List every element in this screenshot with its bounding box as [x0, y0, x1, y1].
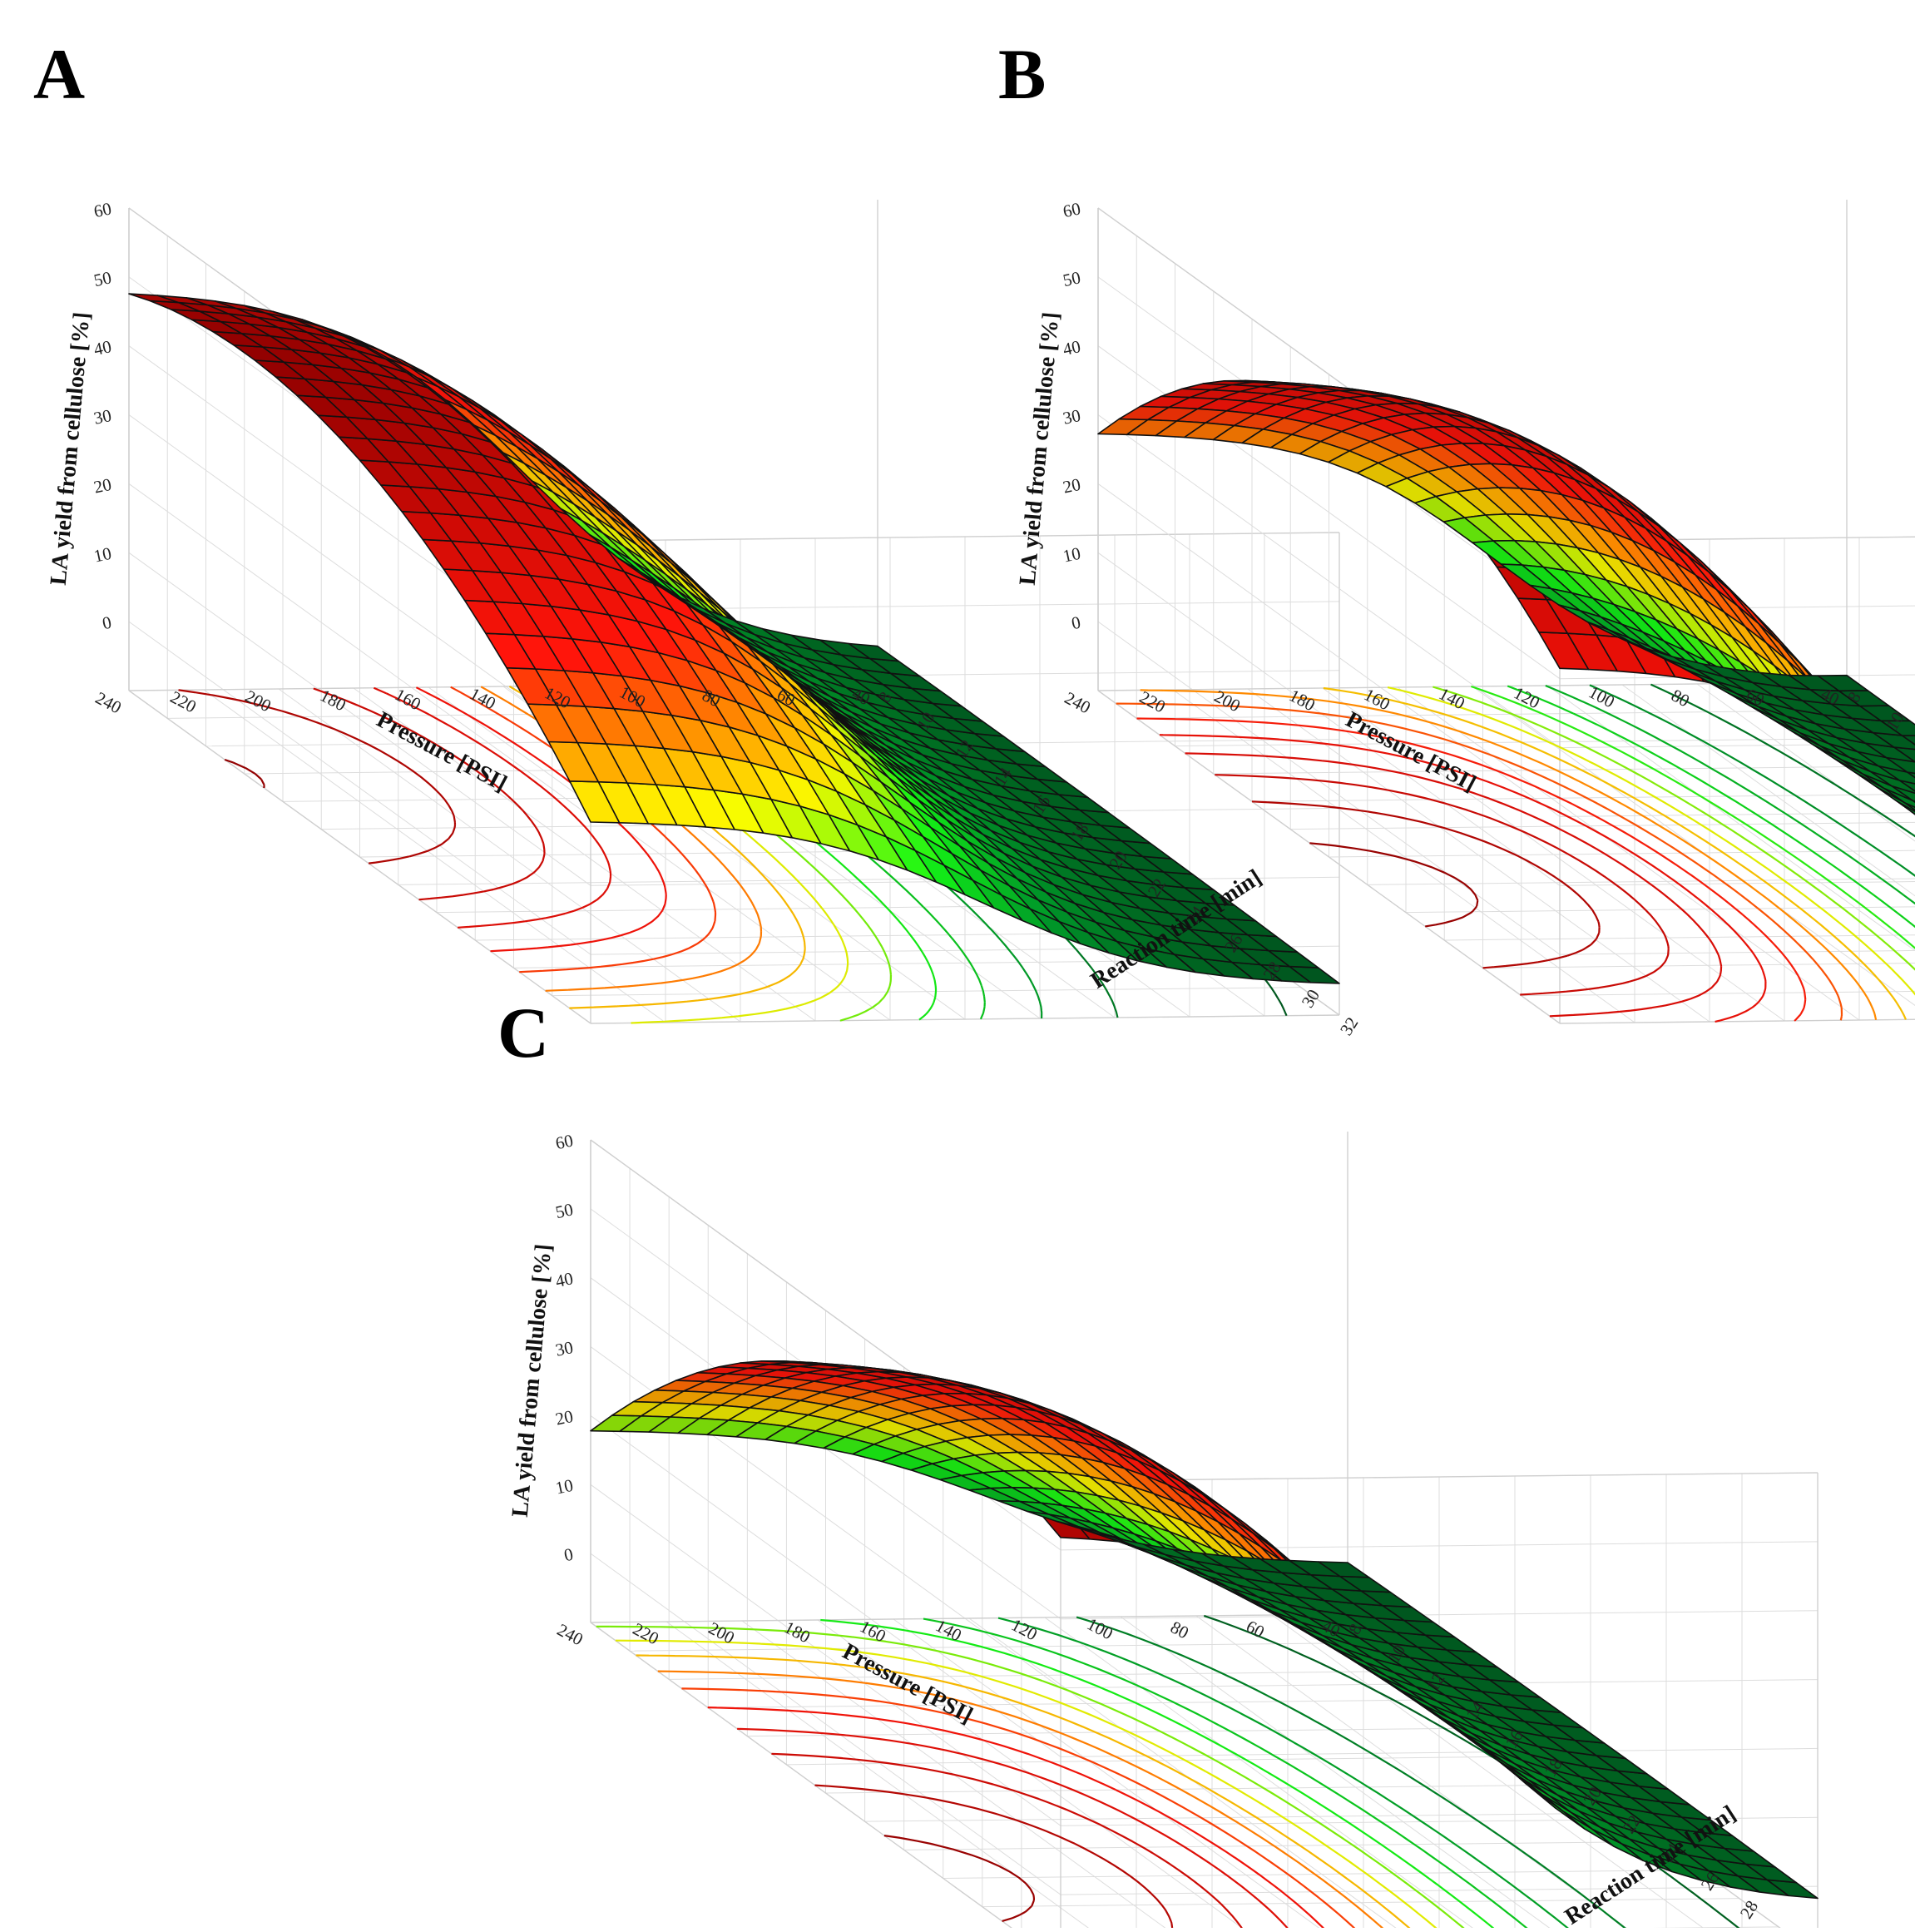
- y-axis-title: Pressure [PSI]: [373, 706, 512, 796]
- y-tick-label: 160: [1361, 684, 1393, 714]
- z-tick-label: 10: [92, 543, 114, 567]
- grid-line: [1560, 946, 1915, 954]
- y-tick-label: 220: [630, 1618, 662, 1648]
- z-tick-label: 0: [101, 612, 113, 634]
- y-tick-label: 240: [554, 1619, 586, 1649]
- z-tick-label: 10: [554, 1475, 576, 1499]
- z-tick-label: 50: [554, 1199, 576, 1222]
- grid-line: [1560, 877, 1915, 885]
- z-tick-label: 60: [1061, 198, 1083, 221]
- panel-A: 0102030405060406080100120140160180200220…: [33, 34, 1362, 1039]
- contour-line: [636, 1656, 1443, 1929]
- z-axis-title: LA yield from cellulose [%]: [507, 1243, 557, 1518]
- z-tick-label: 40: [92, 336, 114, 359]
- z-tick-label: 30: [1061, 405, 1083, 429]
- x-tick-label: 32: [1336, 1013, 1362, 1039]
- z-tick-label: 20: [92, 474, 114, 498]
- y-axis-title: Pressure [PSI]: [1342, 706, 1481, 796]
- y-tick-label: 80: [1668, 685, 1693, 711]
- z-tick-label: 60: [92, 198, 114, 221]
- z-axis-title: LA yield from cellulose [%]: [46, 311, 96, 587]
- z-tick-label: 20: [1061, 474, 1083, 498]
- z-tick-label: 40: [1061, 336, 1083, 359]
- panel-label-C: C: [497, 993, 549, 1073]
- grid-line: [1329, 849, 1915, 857]
- y-tick-label: 80: [1167, 1617, 1192, 1642]
- surface-cell: [1910, 810, 1915, 847]
- panel-label-B: B: [998, 34, 1046, 114]
- y-tick-label: 120: [1511, 682, 1543, 712]
- z-tick-label: 30: [92, 405, 114, 429]
- z-tick-label: 50: [92, 267, 114, 290]
- x-tick-label: 30: [1298, 986, 1324, 1012]
- z-tick-label: 60: [554, 1130, 576, 1153]
- grid-line: [1560, 1015, 1915, 1023]
- z-tick-label: 0: [1070, 612, 1082, 634]
- y-tick-label: 220: [167, 686, 200, 716]
- z-tick-label: 10: [1061, 543, 1083, 567]
- z-tick-label: 30: [554, 1337, 576, 1360]
- y-tick-label: 200: [1211, 686, 1244, 716]
- z-tick-label: 40: [554, 1268, 576, 1291]
- y-tick-label: 240: [92, 687, 125, 717]
- panel-C: 0102030405060406080100120140160180200220…: [497, 993, 1840, 1928]
- z-tick-label: 20: [554, 1406, 576, 1429]
- contour-line: [771, 1754, 1251, 1928]
- y-tick-label: 240: [1061, 687, 1094, 717]
- y-tick-label: 140: [467, 683, 499, 713]
- box-edge: [1560, 1015, 1915, 1023]
- z-tick-label: 50: [1061, 267, 1083, 290]
- x-tick-label: 28: [1736, 1897, 1762, 1923]
- grid-line: [1522, 988, 1915, 996]
- contour-line: [708, 1707, 1351, 1928]
- grid-line: [893, 1619, 1363, 1928]
- z-tick-label: 0: [562, 1544, 575, 1566]
- y-tick-label: 200: [242, 686, 275, 716]
- contour-line: [616, 1641, 1471, 1928]
- y-axis-title: Pressure [PSI]: [839, 1638, 977, 1728]
- contour-line: [737, 1729, 1309, 1928]
- z-axis-title: LA yield from cellulose [%]: [1015, 311, 1065, 587]
- panel-label-A: A: [33, 34, 85, 114]
